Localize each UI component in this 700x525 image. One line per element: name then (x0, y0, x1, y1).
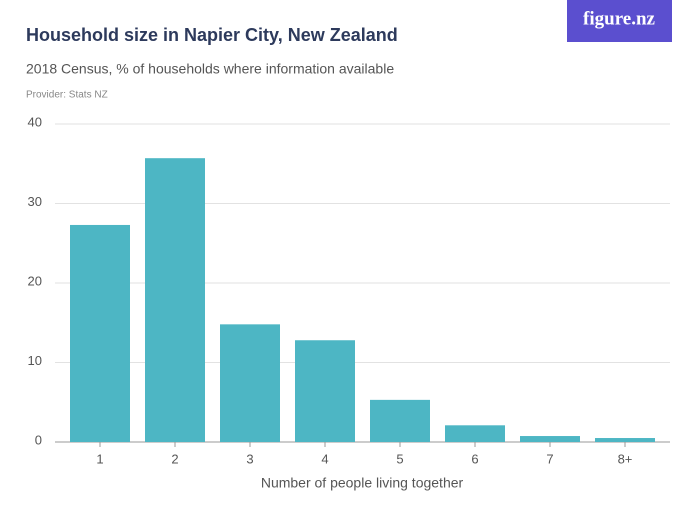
bar (370, 399, 430, 442)
bar (520, 436, 580, 442)
x-tick-label: 1 (96, 451, 103, 466)
y-tick-label: 20 (28, 273, 42, 288)
provider: Provider: Stats NZ (26, 90, 108, 101)
x-tick-label: 4 (321, 451, 328, 466)
y-tick-label: 40 (28, 114, 42, 129)
x-tick-label: 5 (396, 451, 403, 466)
y-tick-label: 10 (28, 353, 42, 368)
y-tick-label: 30 (28, 194, 42, 209)
bar (595, 438, 655, 442)
y-tick-label: 0 (35, 432, 42, 447)
bar (445, 425, 505, 442)
bar (295, 340, 355, 442)
logo: figure.nz (583, 8, 656, 29)
bar (145, 158, 205, 442)
x-tick-label: 7 (546, 451, 553, 466)
bar (70, 224, 130, 442)
chart-title: Household size in Napier City, New Zeala… (26, 25, 398, 45)
x-tick-label: 8+ (618, 451, 633, 466)
x-tick-label: 2 (171, 451, 178, 466)
x-tick-label: 6 (471, 451, 478, 466)
x-tick-label: 3 (246, 451, 253, 466)
x-axis-label: Number of people living together (261, 475, 464, 491)
bar (220, 324, 280, 442)
logo-box (567, 0, 672, 42)
chart-subtitle: 2018 Census, % of households where infor… (26, 61, 394, 77)
